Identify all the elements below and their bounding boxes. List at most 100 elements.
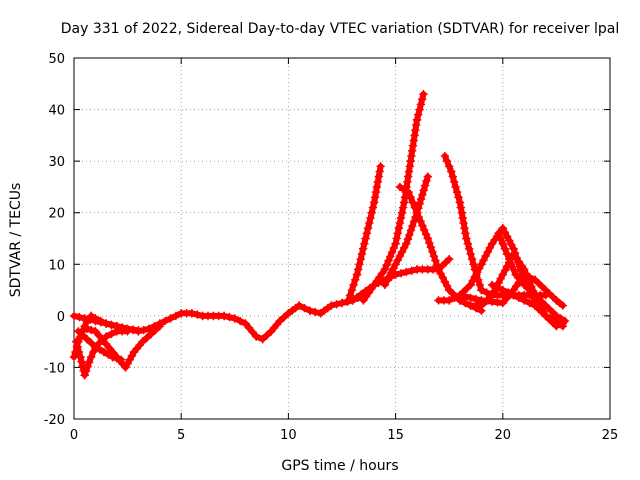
series-4 (74, 327, 126, 364)
data-point (166, 314, 175, 323)
data-point (235, 316, 245, 326)
data-point (193, 310, 202, 319)
data-point (248, 327, 257, 337)
data-point (405, 230, 414, 240)
data-point (415, 199, 424, 208)
data-point (454, 192, 463, 202)
data-point (262, 330, 272, 340)
plot-frame (73, 57, 611, 420)
data-point (447, 167, 456, 176)
data-point (475, 280, 485, 290)
data-point (369, 198, 379, 207)
data-point (428, 247, 437, 257)
data-point (371, 187, 381, 197)
data-point (440, 151, 450, 161)
y-tick-label: -20 (44, 413, 65, 428)
data-point (441, 258, 450, 267)
data-point (305, 306, 315, 315)
data-point (230, 314, 240, 323)
data-point (448, 289, 458, 298)
data-point (509, 290, 518, 300)
data-point (351, 275, 360, 285)
data-point (421, 229, 431, 239)
data-point (414, 110, 423, 119)
data-point (366, 213, 375, 223)
data-point (455, 290, 465, 300)
data-point (502, 249, 512, 259)
data-point (327, 301, 336, 310)
series-15 (494, 229, 570, 326)
data-point (294, 301, 304, 310)
data-point (418, 221, 427, 230)
data-point (541, 285, 550, 295)
data-point (348, 296, 357, 305)
data-point (357, 249, 367, 259)
data-point (107, 320, 116, 330)
data-point (91, 314, 100, 323)
data-point (482, 288, 491, 297)
axis-ticks (73, 57, 611, 420)
data-point (352, 270, 362, 279)
data-point (279, 312, 289, 322)
data-point (519, 270, 529, 279)
data-point (409, 217, 419, 226)
data-point (380, 265, 390, 274)
data-point (86, 352, 96, 362)
data-point (406, 226, 416, 235)
data-point (493, 283, 502, 292)
data-point (332, 300, 341, 309)
data-point (378, 276, 387, 286)
data-point (408, 198, 418, 207)
data-point (444, 296, 454, 305)
data-point (403, 234, 413, 244)
data-point (548, 308, 558, 317)
data-point (355, 260, 364, 269)
data-point (385, 252, 395, 261)
data-point (382, 274, 392, 283)
data-point (498, 285, 508, 295)
x-tick-label: 20 (495, 428, 512, 443)
data-point (466, 249, 475, 259)
data-point (361, 286, 370, 296)
data-point (84, 358, 94, 367)
data-point (387, 248, 397, 257)
data-point (422, 176, 431, 186)
data-point (384, 256, 393, 266)
data-point (365, 218, 374, 228)
y-tick-label: 30 (48, 155, 65, 170)
data-point (373, 177, 383, 187)
data-point (376, 162, 385, 171)
data-point (146, 329, 156, 339)
data-point (82, 316, 92, 326)
data-point (408, 221, 417, 231)
data-point (444, 285, 454, 295)
data-point (541, 311, 550, 321)
data-point (151, 325, 160, 335)
series-13 (455, 270, 568, 310)
data-point (496, 234, 505, 243)
data-point (463, 239, 473, 248)
data-point (415, 105, 424, 114)
data-point (416, 100, 426, 109)
data-point (258, 334, 267, 344)
data-point (545, 289, 554, 298)
data-point (219, 311, 229, 321)
data-point (71, 337, 81, 346)
data-point (75, 312, 84, 322)
data-point (353, 265, 363, 274)
data-point (417, 95, 427, 104)
data-point (412, 208, 422, 217)
data-point (466, 293, 475, 303)
data-point (444, 254, 454, 264)
data-point (541, 301, 550, 310)
y-axis-label: SDTVAR / TECUs (8, 183, 24, 298)
data-point (552, 311, 561, 321)
data-point (144, 324, 154, 334)
data-point (91, 342, 100, 352)
data-point (507, 260, 516, 269)
data-point (423, 234, 433, 243)
data-point (74, 347, 84, 357)
data-point (530, 275, 540, 285)
